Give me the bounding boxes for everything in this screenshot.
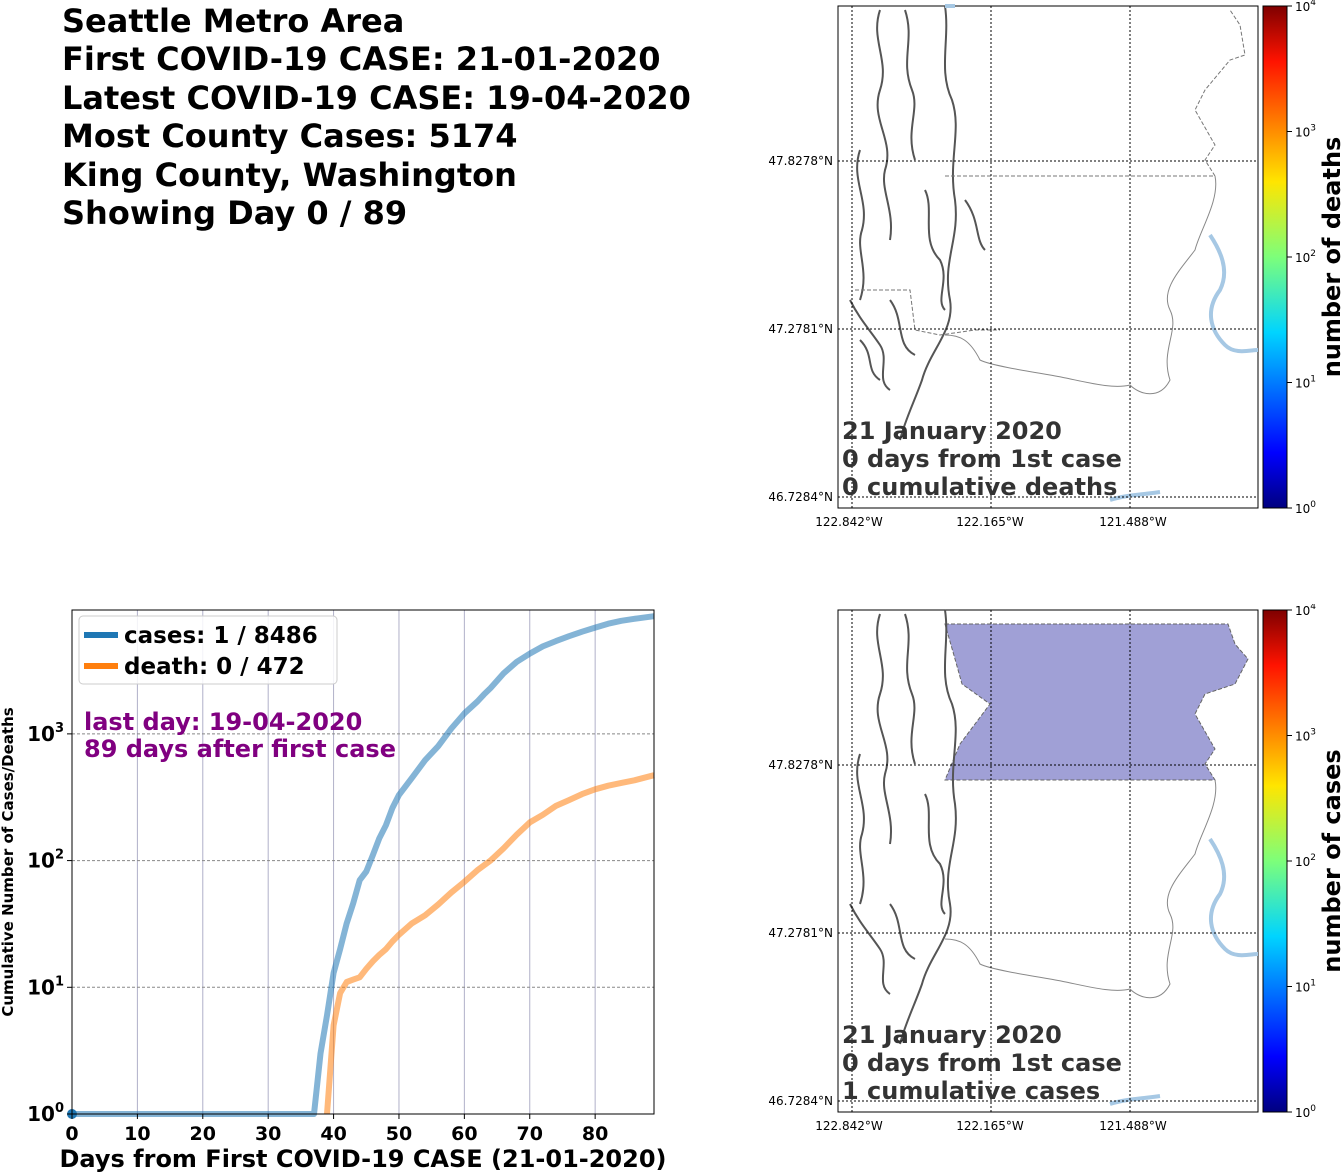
x-tick-label: 70 (517, 1123, 543, 1145)
lon-label-2: 122.165°W (956, 515, 1024, 529)
lon-label-2: 122.165°W (956, 1119, 1024, 1133)
plot-area (72, 610, 654, 1114)
x-tick-label: 80 (582, 1123, 608, 1145)
lon-label-1: 122.842°W (815, 515, 883, 529)
legend-label-death: death: 0 / 472 (124, 654, 305, 680)
x-tick-label: 30 (255, 1123, 281, 1145)
lat-label-3: 46.7284°N (768, 490, 833, 504)
colorbar-label: number of deaths (1318, 137, 1342, 378)
map-info-count: 1 cumulative cases (842, 1077, 1100, 1105)
colorbar-tick-label: 103 (1295, 124, 1316, 140)
x-tick-label: 50 (386, 1123, 412, 1145)
x-tick-label: 60 (451, 1123, 477, 1145)
y-axis-label: Cumulative Number of Cases/Deaths (0, 707, 17, 1016)
lat-label-3: 46.7284°N (768, 1094, 833, 1108)
annotation-days-after: 89 days after first case (84, 735, 396, 763)
colorbar-tick-label: 100 (1295, 500, 1316, 516)
deaths-map: 47.8278°N 47.2781°N 46.7284°N 122.842°W … (0, 0, 1342, 560)
x-tick-label: 40 (320, 1123, 346, 1145)
colorbar-tick-label: 102 (1295, 249, 1316, 265)
colorbar (1263, 610, 1287, 1112)
map-info-days: 0 days from 1st case (842, 1049, 1122, 1077)
colorbar-ticks: 100 101 102 103 104 (1287, 604, 1316, 1120)
y-tick-label: 102 (27, 848, 64, 873)
y-tick-label: 100 (27, 1101, 64, 1126)
map-info-count: 0 cumulative deaths (842, 473, 1117, 501)
lon-label-1: 122.842°W (815, 1119, 883, 1133)
y-axis-ticks: 100 101 102 103 (27, 721, 72, 1126)
lat-label-2: 47.2781°N (768, 322, 833, 336)
colorbar-ticks: 100 101 102 103 104 (1287, 0, 1316, 516)
map-info-date: 21 January 2020 (842, 1021, 1062, 1049)
colorbar-label: number of cases (1318, 749, 1342, 972)
lon-label-3: 121.488°W (1099, 515, 1167, 529)
x-tick-label: 20 (190, 1123, 216, 1145)
colorbar-tick-label: 103 (1295, 728, 1316, 744)
x-axis-ticks: 0 10 20 30 40 50 60 70 80 (65, 1114, 608, 1145)
colorbar-tick-label: 101 (1295, 979, 1316, 995)
map-info-days: 0 days from 1st case (842, 445, 1122, 473)
lat-label-1: 47.8278°N (768, 154, 833, 168)
colorbar-tick-label: 104 (1295, 604, 1316, 618)
legend-label-cases: cases: 1 / 8486 (124, 623, 318, 649)
lat-label-1: 47.8278°N (768, 758, 833, 772)
y-tick-label: 103 (27, 721, 64, 746)
colorbar-tick-label: 104 (1295, 0, 1316, 14)
x-axis-label: Days from First COVID-19 CASE (21-01-202… (60, 1145, 667, 1172)
y-tick-label: 101 (27, 974, 64, 999)
colorbar-tick-label: 100 (1295, 1104, 1316, 1120)
x-tick-label: 10 (124, 1123, 150, 1145)
x-tick-label: 0 (65, 1123, 78, 1145)
colorbar-tick-label: 102 (1295, 853, 1316, 869)
colorbar (1263, 6, 1287, 508)
cumulative-chart: 0 10 20 30 40 50 60 70 80 100 101 102 103 Days from… (0, 580, 680, 1172)
lon-label-3: 121.488°W (1099, 1119, 1167, 1133)
legend: cases: 1 / 8486 death: 0 / 472 (79, 616, 337, 684)
annotation-last-day: last day: 19-04-2020 (84, 708, 362, 736)
lat-label-2: 47.2781°N (768, 926, 833, 940)
map-info-date: 21 January 2020 (842, 417, 1062, 445)
colorbar-tick-label: 101 (1295, 375, 1316, 391)
